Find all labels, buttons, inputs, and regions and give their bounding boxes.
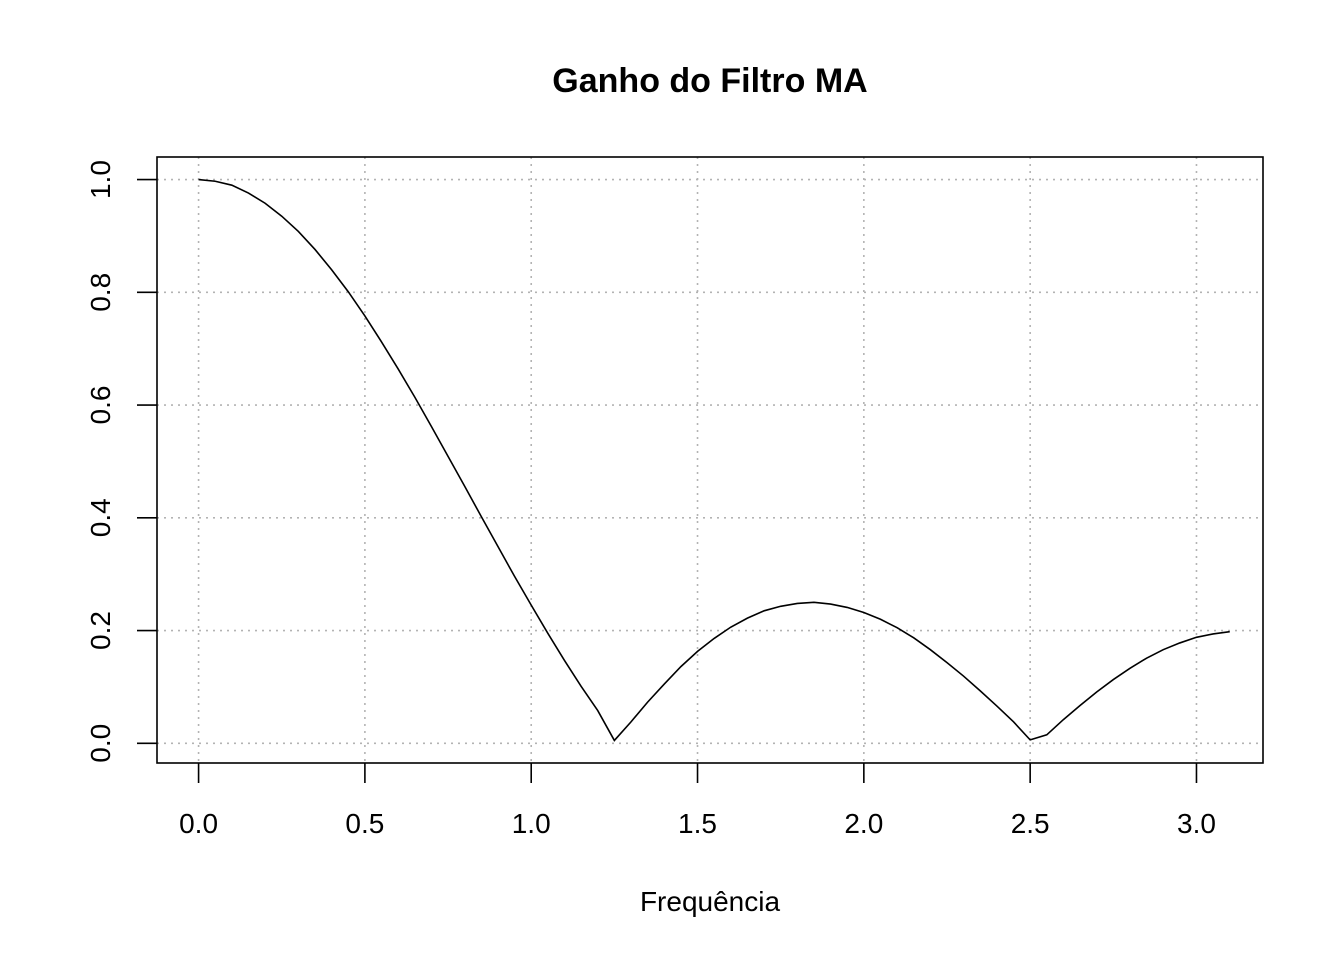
y-tick-label: 0.0 (85, 724, 116, 763)
x-tick-label: 0.0 (179, 808, 218, 839)
y-tick-label: 1.0 (85, 160, 116, 199)
chart-title: Ganho do Filtro MA (552, 62, 867, 100)
y-tick-label: 0.2 (85, 611, 116, 650)
y-tick-label: 0.8 (85, 273, 116, 312)
plot-frame (156, 156, 1264, 764)
y-axis: 0.0 0.2 0.4 0.6 0.8 1.0 (85, 160, 157, 763)
x-tick-label: 2.5 (1011, 808, 1050, 839)
y-tick-label: 0.4 (85, 498, 116, 537)
y-tick-label: 0.6 (85, 386, 116, 425)
x-tick-label: 1.5 (678, 808, 717, 839)
x-tick-label: 0.5 (345, 808, 384, 839)
grid (157, 157, 1263, 763)
x-axis-label: Frequência (640, 886, 781, 917)
x-tick-label: 2.0 (844, 808, 883, 839)
series-line (198, 178, 1230, 742)
x-tick-label: 1.0 (512, 808, 551, 839)
x-tick-label: 3.0 (1177, 808, 1216, 839)
x-axis: 0.0 0.5 1.0 1.5 2.0 2.5 3.0 (179, 763, 1216, 839)
